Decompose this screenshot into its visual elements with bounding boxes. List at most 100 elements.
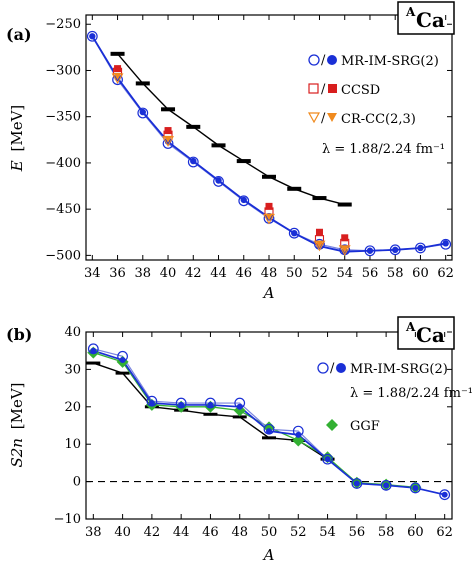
crcc-filled-marker [113,73,122,81]
ccsd-filled-marker [341,234,349,242]
x-tick-label: 40 [114,525,131,540]
imsrg-open-marker [380,479,392,491]
legend-slash: / [321,53,326,68]
y-tick-label: −350 [45,110,81,125]
legend-imsrg-open-marker [308,54,320,66]
panel-a-ylabel-unit: [MeV] [8,105,26,152]
x-tick-label: 40 [160,266,177,281]
imsrg-open-marker [322,453,333,465]
x-tick-label: 62 [436,525,453,540]
y-tick-label: −250 [45,17,81,32]
imsrg-open-marker [288,227,300,239]
x-tick-label: 48 [261,266,278,281]
imsrg-open-marker [439,489,451,501]
imsrg-filled-marker [190,157,197,165]
x-tick-label: 58 [387,266,404,281]
panel-b-ylabel-unit: [MeV] [8,382,26,429]
imsrg-filled-marker [291,229,298,237]
imsrg-filled-marker [383,482,390,489]
experiment-marker [135,81,150,86]
imsrg-open-marker [87,343,99,355]
legend-slash: / [321,111,326,126]
y-tick-label: −400 [45,156,81,171]
experiment-marker [115,371,130,375]
panel-a-isotope-box [397,1,455,35]
imsrg-filled-marker [236,403,243,410]
panel-b-marks [86,343,452,501]
y-tick-label: −300 [45,63,81,78]
experiment-line [117,53,345,206]
ccsd-filled-marker [114,65,122,73]
experiment-marker [211,143,226,148]
x-tick-label: 44 [210,266,227,281]
panel-b-label: (b) [6,325,32,344]
experiment-marker [161,107,176,112]
legend-lambda-note: λ = 1.88/2.24 fm⁻¹ [322,142,445,157]
experiment-marker [232,415,247,419]
crcc-filled-marker [315,241,324,249]
legend-imsrg-filled-marker [336,363,346,373]
legend-imsrg-filled-marker [327,55,337,65]
imsrg-filled-marker [442,240,449,247]
experiment-marker [262,174,276,179]
imsrg-filled-marker [441,491,448,498]
y-tick-label: −450 [45,202,81,217]
panel-b-isotope-main: Ca [416,323,445,347]
y-tick-label: 10 [64,437,81,452]
imsrg-open-marker [238,195,250,207]
imsrg-open-marker [146,395,158,407]
x-tick-label: 36 [109,266,126,281]
x-tick-label: 52 [290,525,307,540]
imsrg-open-marker [415,242,426,254]
imsrg-open-marker [263,423,275,435]
panel-a-xlabel: A [262,284,275,302]
imsrg-filled-marker [207,401,214,408]
imsrg-filled-marker [366,247,374,254]
x-tick-label: 54 [319,525,336,540]
imsrg-open-marker [117,350,128,362]
imsrg-filled-marker [215,177,222,184]
crcc-filled-marker [340,245,349,253]
legend-crcc-label: CR-CC(2,3) [341,112,416,127]
x-tick-label: 34 [84,266,101,281]
panel-b-ticks: 38 40 42 44 46 48 50 52 54 56 58 60 62 −10 0 10 20 30 40 [54,325,453,540]
panel-b-ylabel-symbol: S2n [8,438,26,467]
imsrg-filled-marker [324,456,331,463]
imsrg-filled-marker [295,431,302,438]
panel-a-label: (a) [6,25,32,44]
imsrg-filled-marker [178,401,185,408]
legend-imsrg-open-marker [317,362,329,374]
x-tick-label: 54 [336,266,353,281]
x-tick-label: 52 [311,266,328,281]
experiment-marker [287,186,302,191]
x-tick-label: 42 [185,266,202,281]
y-tick-label: 30 [64,362,81,377]
imsrg-open-marker [175,397,187,409]
legend-imsrg-label: MR-IM-SRG(2) [350,362,448,377]
crcc-filled-marker [164,135,173,143]
experiment-marker [186,124,201,129]
y-tick-label: 40 [64,325,81,340]
imsrg-open-marker [351,478,363,489]
x-tick-label: 62 [437,266,454,281]
y-tick-label: 0 [73,475,81,490]
legend-lambda-note: λ = 1.88/2.24 fm⁻¹ [350,386,473,401]
legend-crcc-open-marker [307,112,321,124]
legend-ccsd-filled-marker [328,84,337,93]
experiment-marker [203,412,218,416]
ggf-marker [292,434,305,447]
crcc-open-marker [162,136,174,147]
experiment-marker [262,436,276,440]
panel-a: (a) A Ca E [MeV] A / MR-IM-SRG(2) / CCSD… [6,1,455,302]
legend-ggf-marker [326,419,338,431]
x-tick-label: 38 [135,266,152,281]
imsrg-open-marker [440,238,452,250]
panel-b-legend: / MR-IM-SRG(2) λ = 1.88/2.24 fm⁻¹ GGF [317,361,473,434]
crcc-open-marker [263,213,275,225]
imsrg-filled-marker [240,196,247,204]
x-tick-label: 50 [261,525,278,540]
panel-a-ylabel-symbol: E [8,160,26,172]
imsrg-filled-marker [119,357,126,364]
x-tick-label: 60 [412,266,429,281]
ggf-marker [263,421,275,434]
